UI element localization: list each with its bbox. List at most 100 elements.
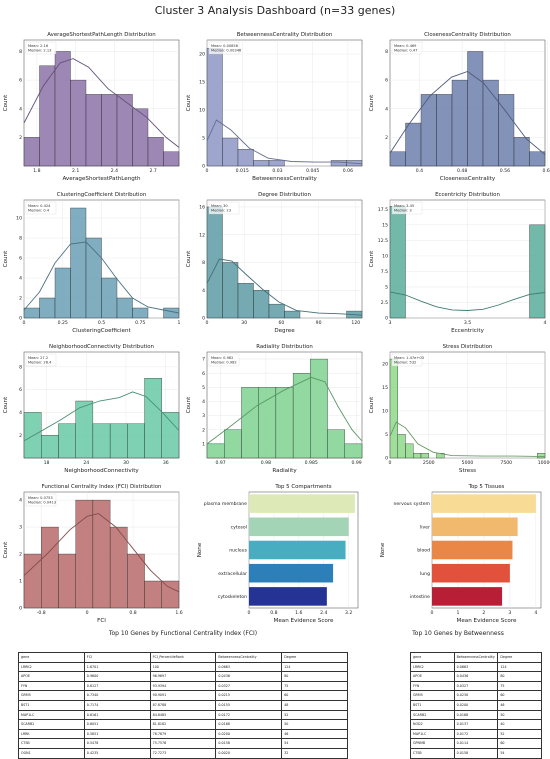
y-axis-label: None (380, 542, 386, 557)
y-tick-label: 4 (19, 276, 22, 282)
y-tick-label: 5 (385, 432, 388, 438)
y-tick-label: 4 (19, 410, 22, 416)
x-tick-label: 4 (544, 320, 547, 326)
table-cell: 60 (281, 690, 348, 701)
y-tick-label: 0 (19, 606, 22, 612)
x-tick-label: 5000 (462, 460, 474, 466)
fci-histogram: Functional Centrality Index (FCI) Distri… (3, 484, 183, 624)
x-tick-label: 0.8 (129, 610, 136, 616)
x-tick-label: 2.7 (150, 168, 157, 174)
chart-title: Functional Centrality Index (FCI) Distri… (42, 484, 162, 490)
table-cell: 0.5478 (83, 738, 151, 749)
table-cell: 0.0172 (453, 728, 499, 740)
y-tick-label: 4 (202, 288, 205, 294)
y-tick-label: 8 (385, 49, 388, 55)
stats-text: Median: 0.47 (394, 49, 417, 53)
table-row: SCARB2 0.0168 50 (410, 709, 542, 721)
chart-title: ClusteringCoefficient Distribution (57, 192, 147, 198)
y-tick-label: 4 (385, 106, 388, 112)
x-tick-label: 4 (534, 610, 537, 616)
x-axis-label: FCI (97, 618, 106, 624)
category-label: nucleus (229, 548, 247, 554)
table-cell: 0.0663 (215, 661, 283, 673)
table-cell: 0.0327 (215, 680, 283, 692)
table-cell: 75 (497, 680, 542, 692)
kde-line (389, 70, 546, 155)
x-axis-label: ClusteringCoefficient (72, 328, 131, 334)
y-tick-label: 3 (19, 525, 22, 531)
table-cell: 0.0168 (453, 709, 499, 721)
stats-text: Median: 0.0413 (28, 501, 56, 505)
table-cell: APOE (18, 671, 85, 682)
kde-line (206, 376, 363, 445)
histogram-bar (436, 94, 453, 167)
stats-text: Mean: 0.469 (394, 44, 417, 48)
histogram-bar (253, 290, 270, 319)
betweenness-table-title: Top 10 Genes by Betweenness (412, 630, 504, 637)
y-axis-label: Count (3, 541, 9, 558)
y-tick-label: 6 (19, 256, 22, 262)
clustering-coefficient-histogram: ClusteringCoefficient Distribution 0 0.25 0… (3, 192, 181, 334)
bar-blood (432, 540, 513, 560)
histogram-bar (116, 297, 133, 319)
y-tick-label: 12.5 (378, 238, 388, 244)
table-row: GRM5 0.0230 60 (410, 690, 542, 701)
y-tick-label: 16 (199, 205, 205, 211)
table-cell: 0.0327 (453, 680, 499, 692)
kde-line (23, 58, 180, 148)
histogram-bar (389, 151, 406, 167)
stats-text: Mean: 1.47e+03 (394, 356, 424, 360)
y-tick-label: 6 (19, 387, 22, 393)
table-cell: 0.0158 (215, 738, 283, 749)
stats-text: Median: 532 (394, 361, 416, 365)
histogram-bar (222, 137, 239, 167)
table-cell: GRM5 (410, 690, 455, 701)
chart-title: Stress Distribution (443, 344, 493, 350)
table-row: LRRK2 1.6701 100 0.0663 124 (18, 661, 348, 673)
stats-box (25, 493, 57, 507)
histogram-bar (420, 453, 429, 459)
histogram-bar (92, 423, 111, 459)
stats-text: Median: 23 (211, 209, 231, 213)
y-tick-label: 0 (385, 456, 388, 462)
x-tick-label: 0 (389, 460, 392, 466)
table-cell: FCI_PercentileRank (149, 652, 217, 663)
histogram-bar (70, 207, 87, 319)
y-axis-label: Count (3, 250, 9, 267)
stats-text: Median: 0.00346 (211, 49, 242, 53)
table-cell: GRM5 (18, 690, 85, 701)
x-axis-label: Mean Evidence Score (274, 618, 334, 624)
histogram-bar (41, 526, 59, 609)
x-axis-label: Stress (459, 468, 476, 474)
closeness-centrality-histogram: ClosenessCentrality Distribution 0.4 0.48 0… (369, 32, 550, 182)
table-cell: 100 (149, 661, 217, 673)
histogram-bar (344, 443, 363, 459)
x-tick-label: 2.1 (72, 168, 79, 174)
y-tick-label: 12 (199, 232, 205, 238)
table-cell: Degree (281, 652, 348, 663)
table-cell: 50 (281, 719, 348, 730)
chart-title: BetweennessCentrality Distribution (237, 32, 333, 38)
table-row: BST1 0.0200 46 (410, 699, 542, 711)
y-tick-label: 2 (19, 552, 22, 558)
x-tick-label: 0.03 (272, 168, 282, 174)
stats-box (25, 201, 57, 215)
kde-line (389, 291, 546, 311)
histogram-bar (23, 412, 42, 459)
table-row: APOE 0.9600 96.9697 0.0436 80 (18, 671, 348, 682)
bar-nervous-system (432, 494, 536, 513)
category-label: intestine (410, 594, 430, 600)
table-cell: FYN (410, 680, 455, 692)
stats-box (391, 353, 423, 367)
table-cell: SCARB2 (410, 709, 455, 721)
x-tick-label: 0 (23, 320, 26, 326)
kde-line (206, 119, 363, 165)
table-cell: LRRK (18, 728, 85, 740)
x-tick-label: 36 (163, 460, 169, 466)
histogram-bar (85, 94, 102, 167)
y-tick-label: 6 (202, 371, 205, 377)
dashboard-title: Cluster 3 Analysis Dashboard (n=33 genes… (154, 4, 396, 17)
x-tick-label: 1 (178, 320, 181, 326)
category-label: liver (420, 524, 430, 530)
